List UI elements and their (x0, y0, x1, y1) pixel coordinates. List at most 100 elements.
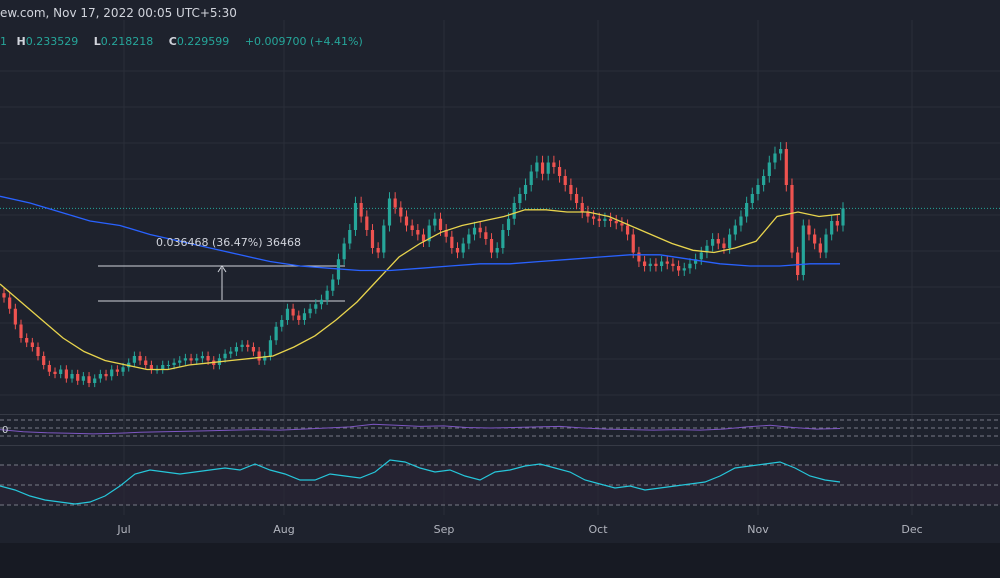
candle-body-125 (711, 239, 715, 246)
candle-body-101 (574, 194, 579, 203)
candle-body-107 (608, 218, 613, 221)
x-tick-jul: Jul (117, 523, 131, 536)
candle-body-11 (64, 369, 68, 379)
candle-body-81 (461, 243, 465, 253)
candle-body-15 (87, 376, 91, 383)
candle-body-10 (59, 369, 63, 374)
candle-body-117 (665, 261, 669, 264)
candle-body-13 (76, 374, 80, 381)
candle-body-25 (144, 360, 148, 365)
candle-body-79 (450, 236, 454, 248)
candle-body-70 (399, 207, 403, 217)
candle-body-113 (642, 261, 647, 266)
candle-body-104 (591, 216, 596, 219)
candle-body-19 (110, 369, 114, 377)
candle-body-49 (280, 320, 284, 327)
candle-body-133 (756, 185, 760, 194)
candle-body-87 (495, 248, 499, 253)
candle-body-67 (382, 225, 386, 253)
candle-body-8 (47, 365, 51, 372)
candle-body-78 (444, 230, 448, 237)
candle-body-52 (297, 315, 301, 320)
chart-header-source: ew.com, Nov 17, 2022 00:05 UTC+5:30 (0, 6, 237, 20)
candle-body-28 (161, 365, 165, 370)
oscillator-zero-label: 0 (2, 425, 9, 436)
candle-body-100 (569, 185, 573, 194)
candle-body-14 (81, 376, 85, 381)
candle-body-89 (506, 218, 511, 230)
x-tick-dec: Dec (901, 523, 923, 536)
candle-body-58 (331, 279, 335, 291)
x-tick-aug: Aug (273, 523, 295, 536)
candle-body-110 (625, 225, 630, 235)
candle-body-26 (149, 365, 153, 370)
candle-body-109 (620, 223, 624, 226)
candle-body-126 (716, 239, 720, 244)
candle-body-77 (438, 218, 443, 230)
candle-body-131 (745, 203, 749, 217)
candle-body-83 (472, 227, 477, 235)
candle-body-128 (728, 234, 732, 248)
candle-body-111 (631, 234, 635, 253)
candle-body-116 (659, 261, 664, 266)
candle-body-76 (433, 218, 437, 226)
candle-body-56 (319, 299, 324, 305)
measure-tool-label: 0.036468 (36.47%) 36468 (156, 236, 301, 249)
candle-body-88 (501, 230, 505, 248)
candle-body-29 (166, 365, 170, 366)
candle-body-9 (53, 371, 57, 374)
candle-body-74 (421, 234, 426, 242)
candle-body-60 (342, 243, 346, 260)
measure-arrow-head (217, 265, 227, 273)
candle-body-51 (291, 308, 295, 316)
candle-body-34 (195, 358, 199, 361)
candle-body-138 (784, 149, 788, 185)
candle-body-115 (654, 263, 658, 266)
candle-body-142 (807, 225, 811, 235)
candle-body-134 (762, 176, 766, 185)
candle-body-17 (98, 374, 102, 379)
candle-body-132 (750, 194, 754, 203)
candle-body-129 (733, 225, 737, 235)
candle-body-114 (648, 263, 652, 266)
candle-body-24 (138, 356, 142, 361)
x-tick-sep: Sep (433, 523, 455, 536)
candle-body-39 (223, 353, 227, 359)
oscillator-line (0, 459, 841, 505)
candle-body-121 (688, 263, 692, 269)
candle-body-4 (25, 338, 29, 343)
candle-body-91 (518, 194, 522, 203)
candle-body-145 (824, 234, 828, 253)
candle-body-93 (529, 171, 533, 185)
ohlc-open-fragment: 1 (0, 35, 7, 48)
candle-body-108 (614, 221, 618, 224)
candle-body-47 (268, 340, 273, 356)
candle-body-141 (801, 225, 805, 275)
candle-body-119 (677, 266, 681, 271)
candle-body-105 (597, 218, 601, 221)
candle-body-5 (30, 342, 34, 347)
candle-body-112 (637, 252, 641, 262)
rsi-line (0, 423, 841, 435)
candle-body-90 (512, 203, 516, 219)
candle-body-20 (115, 369, 119, 372)
candle-body-82 (467, 234, 471, 244)
ma-slow-line (0, 195, 840, 272)
candle-body-44 (251, 347, 256, 352)
pane-separator-2 (0, 445, 1000, 446)
candle-body-118 (671, 263, 675, 266)
candle-body-69 (393, 198, 397, 208)
pane-separator-1 (0, 414, 1000, 415)
candle-body-21 (121, 367, 125, 372)
ohlc-low-label: L (93, 35, 101, 48)
candle-body-64 (365, 216, 369, 230)
candle-body-7 (42, 356, 46, 365)
candle-body-136 (773, 153, 777, 163)
candle-body-43 (246, 344, 250, 347)
candle-body-46 (263, 356, 267, 361)
candle-body-42 (240, 344, 244, 347)
candle-body-148 (841, 208, 845, 226)
candle-body-146 (830, 221, 834, 235)
candle-body-12 (70, 374, 74, 379)
